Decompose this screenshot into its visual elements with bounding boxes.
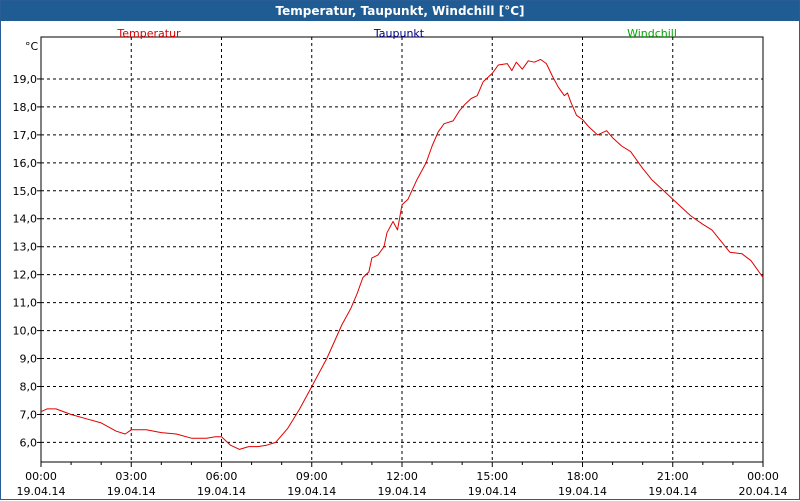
- y-tick-label: 9,0: [20, 353, 38, 366]
- series-layer: [40, 58, 764, 450]
- x-tick-date: 19.04.14: [197, 485, 246, 498]
- x-tick-time: 15:00: [476, 470, 508, 483]
- legend-temperatur: Temperatur: [116, 27, 181, 40]
- y-tick-label: 8,0: [20, 381, 38, 394]
- y-tick-label: 7,0: [20, 408, 38, 421]
- y-tick-label: 14,0: [13, 213, 38, 226]
- y-axis-unit: °C: [25, 40, 39, 53]
- x-tick-time: 18:00: [567, 470, 599, 483]
- y-tick-label: 6,0: [20, 436, 38, 449]
- chart-title: Temperatur, Taupunkt, Windchill [°C]: [1, 1, 799, 21]
- y-tick-label: 13,0: [13, 241, 38, 254]
- x-tick-date: 19.04.14: [287, 485, 336, 498]
- x-tick-date: 20.04.14: [739, 485, 788, 498]
- x-tick-time: 06:00: [206, 470, 238, 483]
- x-tick-time: 00:00: [25, 470, 57, 483]
- legend-taupunkt: Taupunkt: [373, 27, 425, 40]
- x-tick-date: 19.04.14: [378, 485, 427, 498]
- y-tick-label: 16,0: [13, 157, 38, 170]
- y-tick-label: 15,0: [13, 185, 38, 198]
- x-tick-time: 12:00: [386, 470, 418, 483]
- legend-windchill: Windchill: [627, 27, 677, 40]
- x-tick-date: 19.04.14: [107, 485, 156, 498]
- y-tick-label: 19,0: [13, 73, 38, 86]
- x-tick-time: 09:00: [296, 470, 328, 483]
- x-axis-ticks: 00:00 19.04.14 03:00 19.04.14 06:00 19.04.14 0…: [17, 462, 788, 498]
- x-tick-date: 19.04.14: [648, 485, 697, 498]
- x-tick-time: 21:00: [657, 470, 689, 483]
- y-tick-label: 17,0: [13, 129, 38, 142]
- y-tick-label: 18,0: [13, 101, 38, 114]
- grid-lines: [41, 37, 763, 462]
- x-tick-time: 00:00: [747, 470, 779, 483]
- x-tick-date: 19.04.14: [558, 485, 607, 498]
- y-axis-ticks: 6,0 7,0 8,0 9,0 10,0 11,0 12,0 13,0 14,0 15,0 16,0…: [13, 73, 41, 449]
- series-line-temperatur: [40, 58, 764, 450]
- x-tick-time: 03:00: [115, 470, 147, 483]
- y-tick-label: 12,0: [13, 269, 38, 282]
- y-tick-label: 10,0: [13, 325, 38, 338]
- x-tick-date: 19.04.14: [468, 485, 517, 498]
- y-tick-label: 11,0: [13, 297, 38, 310]
- x-tick-date: 19.04.14: [17, 485, 66, 498]
